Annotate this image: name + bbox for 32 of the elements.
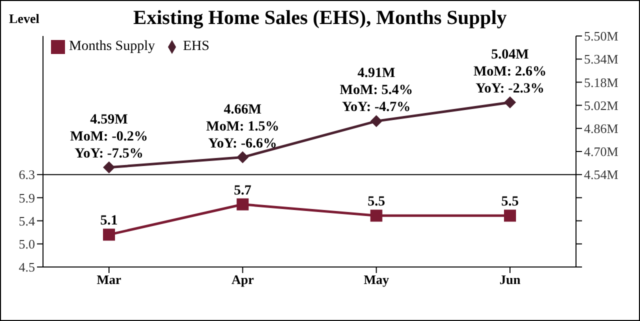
y2-tick-label: 5.34M — [584, 52, 619, 67]
x-tick-label: May — [364, 272, 390, 288]
x-tick-label: Jun — [500, 272, 522, 288]
y-tick-label: 5.4 — [18, 213, 36, 228]
y2-tick-label: 5.18M — [584, 74, 619, 90]
y2-tick-label: 4.54M — [584, 167, 619, 182]
annotation: MoM: 5.4% YoY: -4.7% — [340, 83, 413, 116]
y2-tick-label: 5.02M — [584, 98, 619, 113]
data-label: 5.5 — [368, 194, 386, 210]
y2-tick-label: 5.50M — [584, 28, 619, 44]
y-tick-label: 5.9 — [18, 190, 35, 206]
y2-tick-label: 4.86M — [584, 121, 619, 136]
data-label: 5.7 — [234, 183, 252, 198]
data-label: 4.66M — [224, 102, 262, 118]
y-tick-label: 5.0 — [18, 236, 35, 252]
data-label: 4.91M — [357, 66, 396, 82]
annotation: MoM: -0.2% YoY: -7.5% — [70, 129, 148, 162]
x-tick-label: Apr — [231, 272, 254, 288]
data-label: 5.5 — [501, 194, 519, 210]
y2-tick-label: 4.70M — [584, 144, 619, 160]
annotation: MoM: 1.5% YoY: -6.6% — [206, 119, 280, 152]
legend-label: EHS — [182, 39, 210, 54]
annotation: MoM: 2.6% YoY: -2.3% — [473, 64, 547, 96]
data-label: 5.04M — [491, 47, 529, 62]
y-axis-title: Level — [9, 11, 40, 27]
data-label: 5.1 — [100, 214, 118, 229]
x-tick-label: Mar — [96, 272, 122, 288]
y-tick-label: 4.5 — [18, 260, 35, 275]
data-label: 4.59M — [90, 112, 128, 128]
chart-title: Existing Home Sales (EHS), Months Supply — [133, 7, 507, 29]
y-tick-label: 6.3 — [18, 167, 35, 182]
legend-label: Months Supply — [69, 39, 155, 54]
